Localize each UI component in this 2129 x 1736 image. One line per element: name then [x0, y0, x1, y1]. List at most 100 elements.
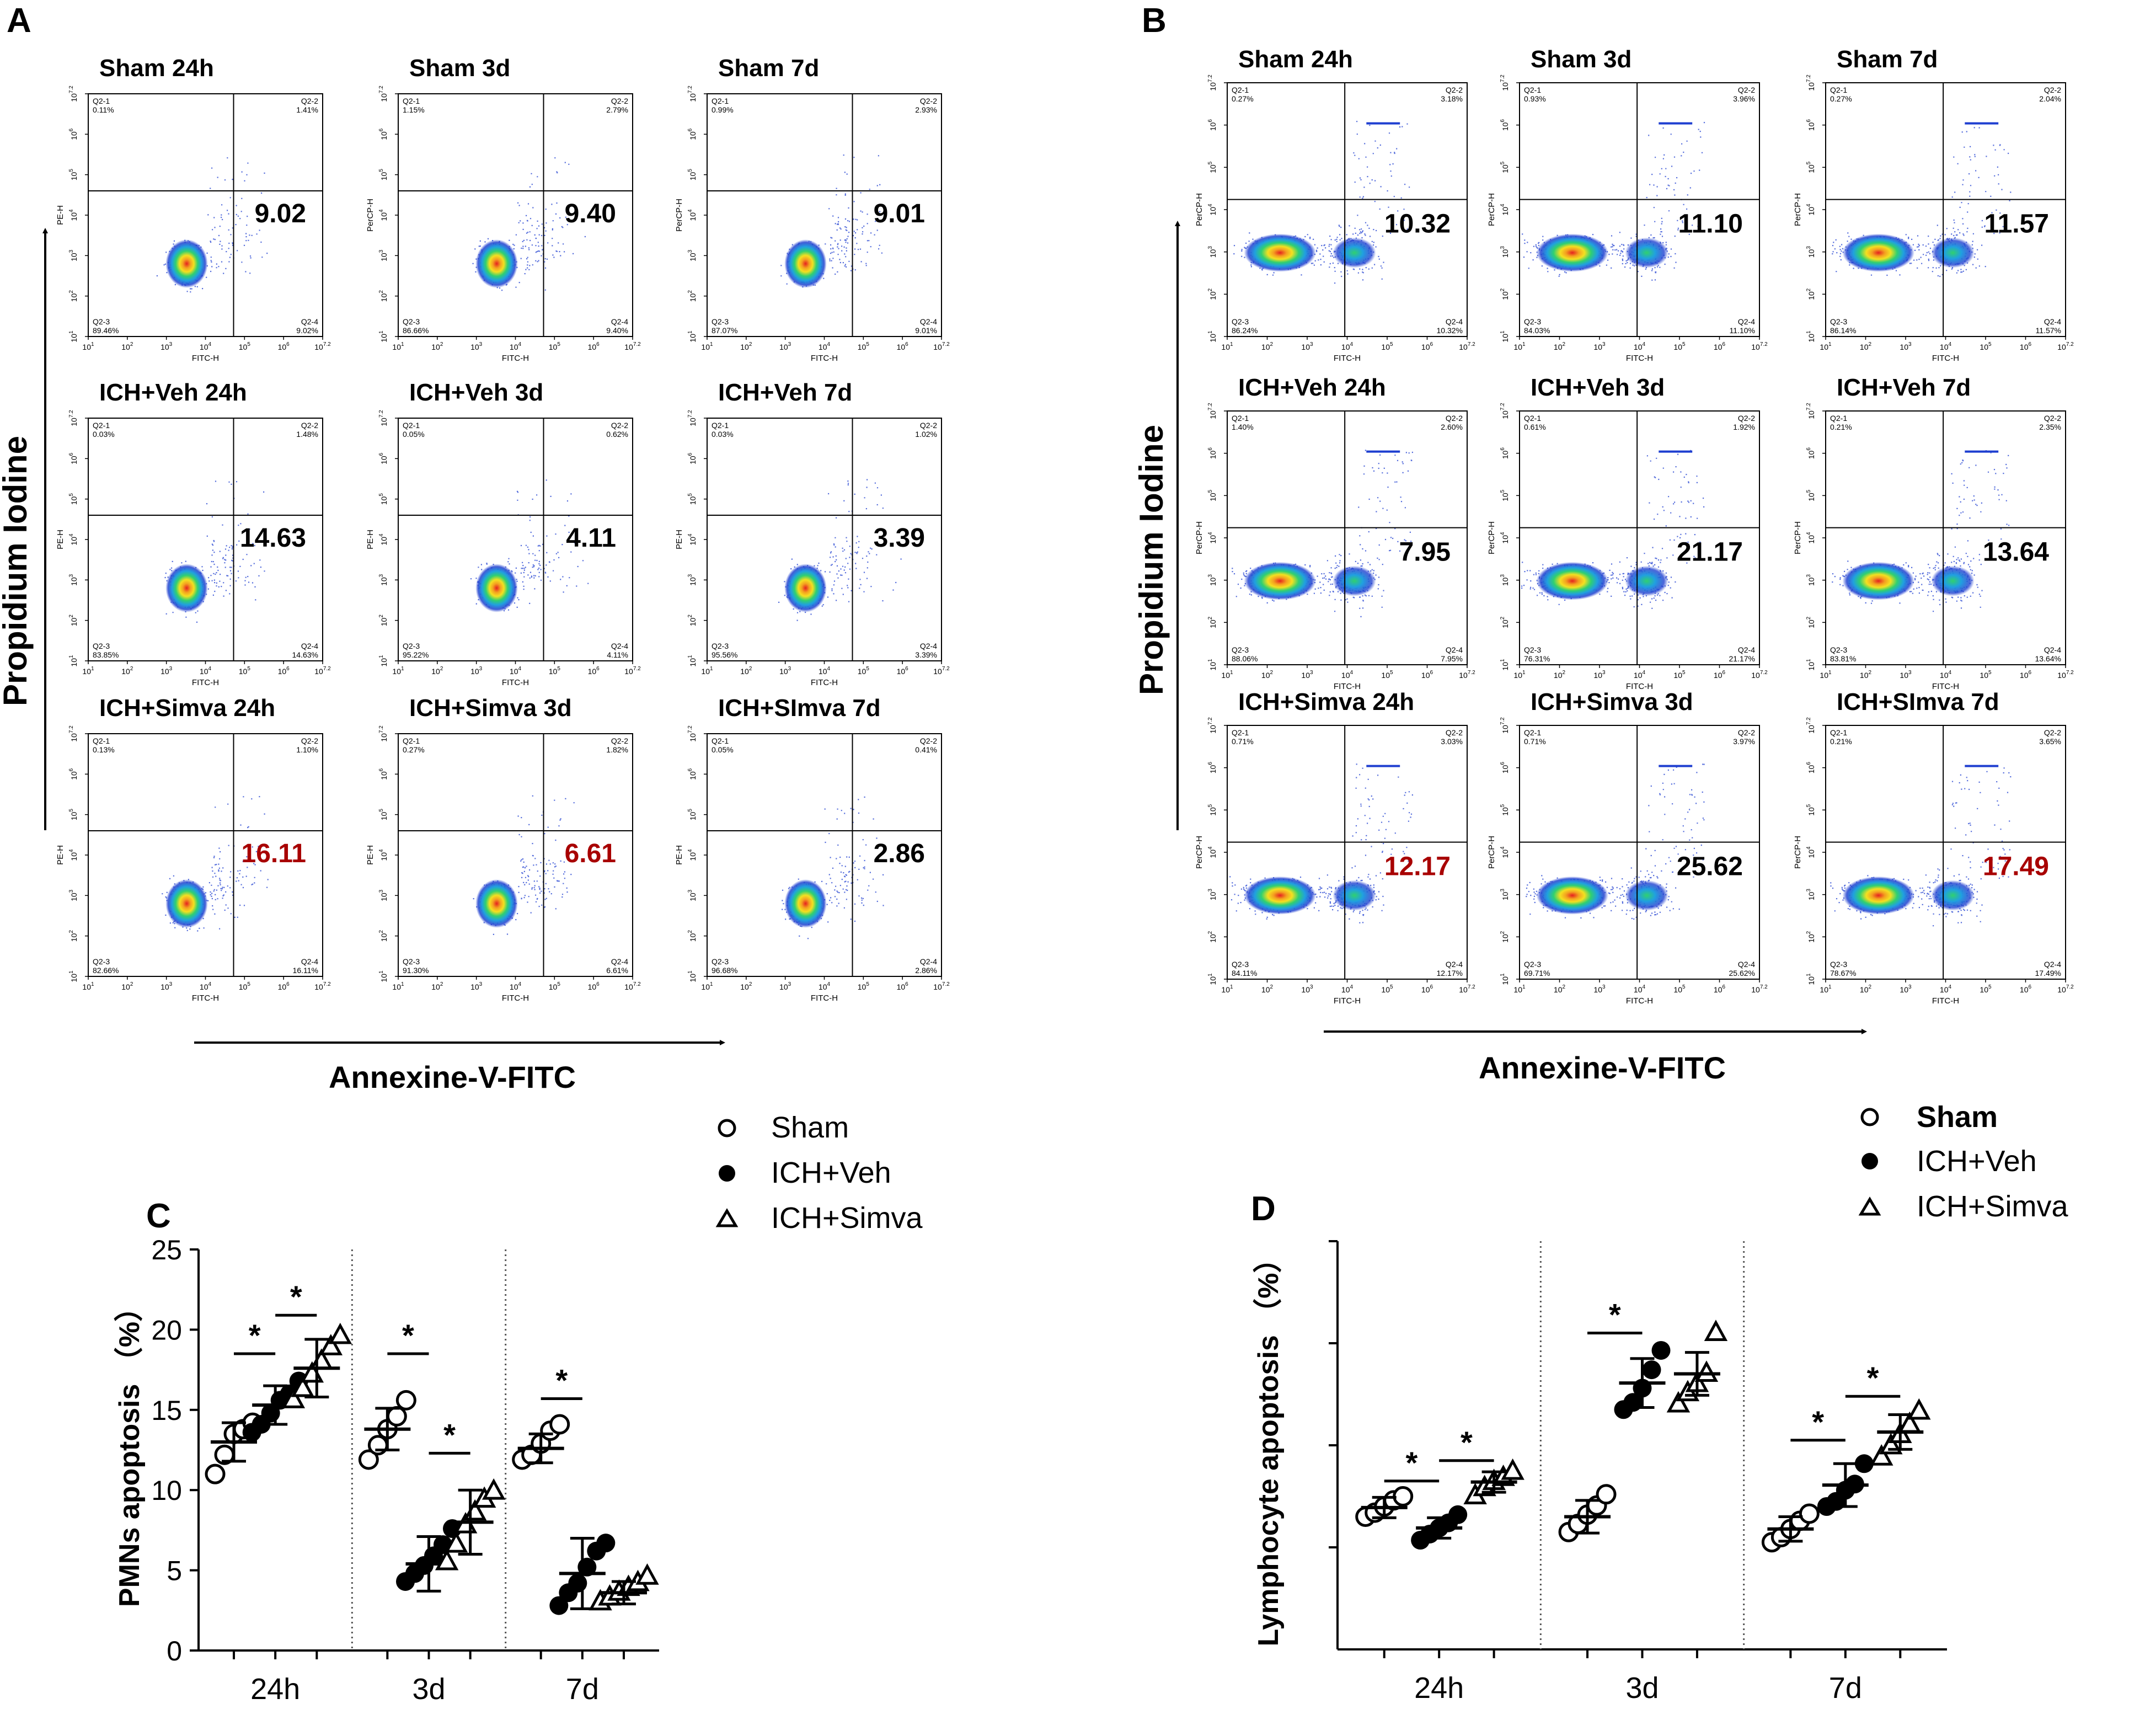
flow-plot-apoptosis-value: 11.10 [1678, 209, 1743, 238]
flow-plot-x-tick-exponent: 1 [401, 981, 404, 987]
flow-plot-y-tick-exponent: 1 [1500, 330, 1506, 334]
flow-plot-y-tick-exponent: 6 [68, 128, 74, 131]
flow-plot-x-tick-exponent: 6 [2029, 984, 2032, 990]
flow-plot-y-tick-label: 107.2 [1500, 403, 1510, 419]
flow-plot-y-tick-exponent: 4 [1500, 532, 1506, 535]
flow-plot-y-tick-label: 102 [1207, 931, 1217, 943]
flow-plot-x-tick-label: 105 [239, 666, 251, 676]
flow-plot: ICH+SImva 7d Q2-10.21% Q2-23.65% Q2-378.67%… [1793, 688, 2074, 1006]
flow-plot-y-tick-exponent: 3 [378, 249, 384, 253]
data-point-ich-simva [1694, 1360, 1719, 1382]
flow-plot-x-tick-label: 105 [1381, 341, 1393, 351]
flow-plot-y-channel: PerCP-H [1793, 521, 1802, 554]
flow-plot-y-tick-label: 103 [1207, 574, 1217, 586]
flow-plot-title: Sham 24h [1238, 46, 1353, 73]
data-point-ich-simva [1870, 1444, 1893, 1466]
flow-plot-x-tick-label: 101 [392, 341, 404, 351]
flow-plot-y-tick-exponent: 2 [1207, 288, 1213, 291]
flow-plot-y-channel: PE-H [675, 845, 684, 865]
quadrant-q3-value: 88.06% [1232, 654, 1258, 663]
quadrant-q3-value: 82.66% [93, 966, 119, 975]
flow-plot-x-tick-exponent: 1 [401, 666, 404, 672]
y-axis-label: Lymphocyte apoptosis （%） [1253, 1244, 1285, 1646]
flow-plot-y-tick-exponent: 6 [1806, 762, 1812, 765]
quadrant-q4-value: 3.39% [915, 650, 937, 659]
flow-plot-y-tick-label: 105 [1806, 161, 1816, 173]
flow-plot-y-tick-exponent: 1 [1207, 973, 1213, 976]
flow-plot-x-tick-exponent: 2 [130, 981, 133, 987]
flow-plot-frame [1519, 82, 1760, 337]
flow-plot-x-tick-exponent: 3 [1602, 984, 1606, 990]
flow-plot-y-tick-label: 104 [1500, 204, 1510, 216]
flow-plot-x-tick-label: 105 [1673, 341, 1686, 351]
flow-plot-density-core [1842, 876, 1914, 915]
flow-plot-title: ICH+Simva 24h [1238, 688, 1414, 715]
flow-plot-density-core [165, 564, 208, 612]
flow-plot-y-tick-exponent: 2 [1207, 931, 1213, 934]
data-point-ich-simva [1704, 1320, 1728, 1341]
flow-plot-x-tick-label: 101 [1820, 984, 1832, 994]
flow-plot-y-tick-label: 107.2 [378, 725, 388, 742]
flow-plot-y-tick-exponent: 3 [68, 249, 74, 253]
quadrant-q3-value: 69.71% [1524, 969, 1550, 977]
flow-plot-y-tick-exponent: 2 [378, 930, 384, 933]
flow-plot-x-tick-label: 106 [2020, 341, 2032, 351]
flow-plot-apoptosis-value: 9.01 [874, 199, 925, 228]
flow-plot-y-tick-label: 104 [1806, 532, 1816, 544]
flow-plot-y-tick-label: 105 [378, 169, 388, 181]
flow-plot-title: Sham 3d [409, 55, 510, 82]
flow-plot-x-tick-label: 105 [239, 341, 251, 351]
flow-plot-title: ICH+Simva 3d [409, 695, 572, 722]
flow-plot-x-tick-label: 107.2 [314, 341, 331, 351]
flow-plot-x-tick-label: 104 [819, 341, 831, 351]
flow-plot-x-tick-label: 101 [82, 666, 94, 676]
flow-plot-x-tick-label: 106 [1421, 341, 1433, 351]
flow-plot-y-tick-exponent: 2 [1500, 616, 1506, 619]
flow-plot-x-tick-label: 106 [278, 341, 290, 351]
flow-plot-y-tick-label: 107.2 [687, 725, 697, 742]
flow-plot-apoptosis-value: 13.64 [1983, 537, 2049, 567]
flow-plot-y-tick-exponent: 3 [1806, 889, 1812, 892]
flow-plot-x-tick-label: 107.2 [1751, 341, 1768, 351]
quadrant-q1-name: Q2-1 [1232, 86, 1249, 94]
flow-plot-y-tick-label: 102 [1806, 931, 1816, 943]
flow-plot-y-tick-exponent: 2 [1207, 616, 1213, 619]
flow-plot-x-tick-exponent: 1 [710, 981, 713, 987]
quadrant-q1-value: 0.27% [403, 745, 425, 754]
quadrant-q4-value: 9.02% [296, 326, 318, 335]
flow-plot-y-tick-label: 102 [1207, 288, 1217, 300]
flow-plot-x-tick-exponent: 2 [440, 981, 443, 987]
flow-plot-x-channel: FITC-H [502, 678, 529, 687]
flow-plot-x-tick-exponent: 5 [1988, 984, 1992, 990]
flow-plot-y-tick-label: 106 [1207, 762, 1217, 774]
flow-plot-y-tick-label: 104 [687, 209, 697, 221]
flow-plot-x-tick-label: 102 [1554, 670, 1566, 680]
flow-plot-x-tick-exponent: 1 [91, 981, 94, 987]
flow-plot-x-tick-label: 101 [82, 981, 94, 991]
flow-plot-y-tick-exponent: 7.2 [68, 410, 74, 418]
flow-plot-x-tick-exponent: 6 [1430, 670, 1433, 676]
flow-plot-frame [1825, 410, 2066, 665]
quadrant-q1-value: 0.61% [1524, 423, 1546, 431]
flow-plot-y-tick-label: 105 [378, 809, 388, 821]
data-point-ich-simva [435, 1548, 459, 1571]
flow-plot-x-channel: FITC-H [192, 993, 219, 1003]
flow-plot-y-tick-label: 106 [68, 768, 78, 780]
quadrant-q4-name: Q2-4 [301, 317, 318, 326]
quadrant-q3-value: 95.56% [712, 650, 737, 659]
flow-plot-y-tick-exponent: 4 [68, 849, 74, 852]
flow-plot-x-tick-exponent: 5 [1390, 670, 1393, 676]
flow-plot-y-tick-exponent: 2 [1500, 288, 1506, 291]
flow-plot-x-tick-label: 102 [740, 981, 752, 991]
flow-plot-y-tick-exponent: 2 [687, 930, 693, 933]
flow-plot: ICH+Veh 24h Q2-11.40% Q2-22.60% Q2-388.06% Q… [1195, 374, 1475, 691]
quadrant-q3-name: Q2-3 [1830, 960, 1847, 969]
flow-plot-y-tick-label: 106 [378, 768, 388, 780]
flow-plot: ICH+Veh 3d Q2-10.05% Q2-20.62% Q2-395.22% Q2… [366, 379, 641, 687]
flow-plot-x-tick-label: 104 [1634, 341, 1646, 351]
quadrant-q2-value: 1.10% [296, 745, 318, 754]
flow-plot-y-tick-exponent: 5 [378, 809, 384, 812]
flow-plot-x-tick-label: 105 [1381, 984, 1393, 994]
flow-plot-y-tick-label: 101 [1207, 330, 1217, 343]
flow-plot-x-tick-label: 103 [1900, 984, 1912, 994]
